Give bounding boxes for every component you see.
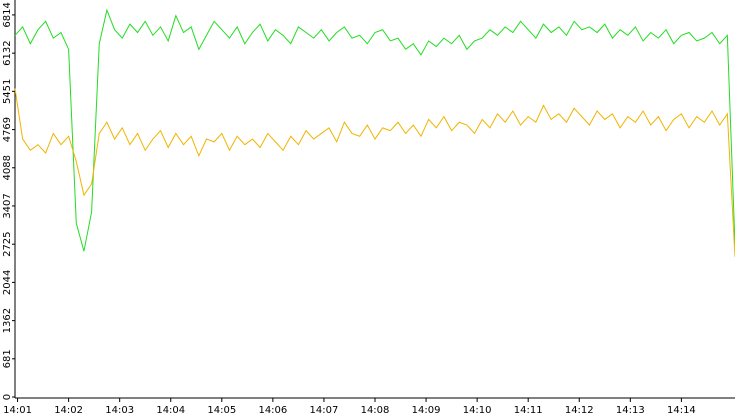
- x-tick-label: 14:02: [54, 405, 83, 415]
- x-tick-label: 14:13: [616, 405, 645, 415]
- x-tick-label: 14:01: [3, 405, 32, 415]
- y-tick-label: 4088: [2, 155, 13, 180]
- x-tick-label: 14:05: [207, 405, 236, 415]
- y-tick-label: 4769: [2, 117, 13, 142]
- y-tick-label: 681: [2, 349, 13, 368]
- y-tick-label: 6132: [2, 40, 13, 65]
- series-line: [14, 88, 735, 257]
- x-tick-label: 14:04: [156, 405, 185, 415]
- series-line: [14, 8, 735, 252]
- y-tick-label: 2725: [2, 231, 13, 256]
- y-tick-label: 5451: [2, 79, 13, 104]
- y-tick-label: 0: [2, 394, 13, 400]
- x-tick-label: 14:06: [258, 405, 287, 415]
- x-tick-label: 14:10: [463, 405, 492, 415]
- x-tick-label: 14:11: [514, 405, 543, 415]
- x-tick-label: 14:14: [667, 405, 696, 415]
- y-tick-label: 3407: [2, 193, 13, 218]
- y-tick-label: 2044: [2, 270, 13, 295]
- x-tick-label: 14:09: [412, 405, 441, 415]
- y-tick-label: 1362: [2, 308, 13, 333]
- x-tick-label: 14:07: [310, 405, 339, 415]
- y-tick-label: 6814: [2, 2, 13, 27]
- x-tick-label: 14:08: [361, 405, 390, 415]
- x-tick-label: 14:03: [105, 405, 134, 415]
- x-tick-label: 14:12: [565, 405, 594, 415]
